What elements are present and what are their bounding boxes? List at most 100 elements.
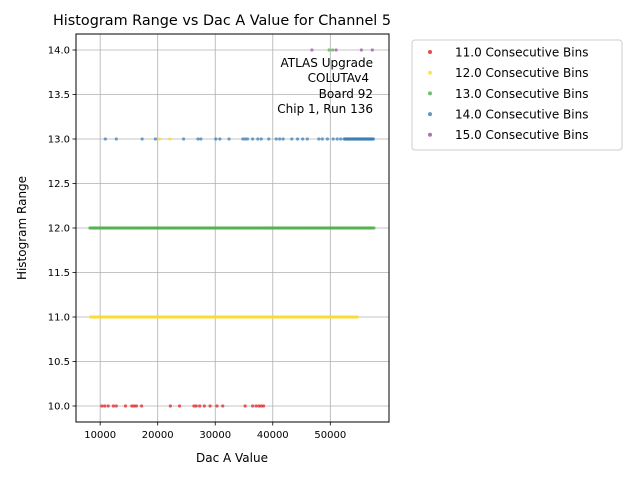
point-14-0-bins bbox=[153, 137, 158, 141]
point-11-0-bins bbox=[134, 404, 139, 408]
point-14-0-bins bbox=[371, 137, 376, 141]
annotation-line-4: Chip 1, Run 136 bbox=[277, 102, 373, 116]
point-11-0-bins bbox=[261, 404, 266, 408]
point-14-0-bins bbox=[196, 137, 200, 141]
point-13-0-bins bbox=[331, 48, 335, 52]
point-14-0-bins bbox=[243, 137, 247, 141]
point-11-0-bins bbox=[257, 404, 261, 408]
point-14-0-bins bbox=[227, 137, 231, 141]
legend-marker bbox=[428, 132, 432, 137]
legend-label: 14.0 Consecutive Bins bbox=[455, 108, 588, 122]
data-points bbox=[88, 48, 376, 408]
x-tick-label: 50000 bbox=[314, 430, 346, 441]
legend-frame bbox=[411, 39, 623, 151]
point-11-0-bins bbox=[168, 404, 172, 408]
point-15-0-bins bbox=[370, 48, 374, 52]
point-14-0-bins bbox=[218, 137, 222, 141]
point-11-0-bins bbox=[139, 404, 144, 408]
point-11-0-bins bbox=[111, 404, 115, 408]
y-tick-label: 10.0 bbox=[48, 402, 70, 413]
legend-marker bbox=[428, 91, 432, 96]
x-axis-label: Dac A Value bbox=[196, 451, 268, 465]
legend-label: 13.0 Consecutive Bins bbox=[455, 87, 588, 101]
point-11-0-bins bbox=[221, 404, 225, 408]
y-axis-label: Histogram Range bbox=[15, 176, 29, 280]
legend-marker bbox=[428, 112, 432, 117]
point-11-0-bins bbox=[114, 404, 118, 408]
legend-marker bbox=[428, 50, 432, 54]
legend-label: 11.0 Consecutive Bins bbox=[455, 45, 588, 59]
point-14-0-bins bbox=[140, 137, 144, 141]
point-14-0-bins bbox=[114, 137, 118, 141]
point-11-0-bins bbox=[103, 404, 107, 408]
point-11-0-bins bbox=[106, 404, 110, 408]
point-14-0-bins bbox=[181, 137, 186, 141]
legend: 11.0 Consecutive Bins 12.0 Consecutive Bi… bbox=[411, 39, 623, 151]
chart-title: Histogram Range vs Dac A Value for Chann… bbox=[53, 13, 391, 29]
y-tick-label: 13.0 bbox=[48, 135, 70, 146]
point-14-0-bins bbox=[199, 137, 203, 141]
point-14-0-bins bbox=[301, 137, 305, 141]
point-13-0-bins bbox=[372, 226, 376, 230]
point-14-0-bins bbox=[267, 137, 271, 141]
y-tick-label: 14.0 bbox=[48, 46, 70, 57]
y-tick-label: 11.5 bbox=[48, 268, 70, 279]
point-11-0-bins bbox=[123, 404, 128, 408]
point-11-0-bins bbox=[259, 404, 263, 408]
legend-marker bbox=[428, 70, 432, 75]
point-14-0-bins bbox=[103, 137, 107, 141]
x-tick-label: 10000 bbox=[84, 430, 116, 441]
point-12-0-bins bbox=[355, 315, 359, 319]
point-14-0-bins bbox=[256, 137, 260, 141]
point-14-0-bins bbox=[320, 137, 324, 141]
point-14-0-bins bbox=[274, 137, 278, 141]
point-12-0-bins bbox=[168, 137, 172, 141]
point-11-0-bins bbox=[198, 404, 202, 408]
point-14-0-bins bbox=[290, 137, 294, 141]
annotation-line-2: COLUTAv4 bbox=[308, 71, 369, 85]
point-14-0-bins bbox=[325, 137, 330, 141]
point-14-0-bins bbox=[251, 137, 255, 141]
legend-items: 11.0 Consecutive Bins 12.0 Consecutive Bi… bbox=[428, 45, 588, 142]
point-14-0-bins bbox=[331, 137, 335, 141]
point-14-0-bins bbox=[335, 137, 339, 141]
point-11-0-bins bbox=[100, 404, 104, 408]
point-11-0-bins bbox=[132, 404, 136, 408]
point-12-0-bins bbox=[157, 137, 162, 141]
point-14-0-bins bbox=[259, 137, 263, 141]
annotation-line-1: ATLAS Upgrade bbox=[280, 56, 373, 70]
x-tick-label: 30000 bbox=[199, 430, 231, 441]
point-11-0-bins bbox=[254, 404, 258, 408]
point-14-0-bins bbox=[245, 137, 250, 141]
x-axis-ticks: 10000 20000 30000 40000 50000 bbox=[84, 422, 346, 441]
y-tick-label: 13.5 bbox=[48, 90, 70, 101]
point-11-0-bins bbox=[215, 404, 219, 408]
point-11-0-bins bbox=[243, 404, 247, 408]
x-tick-label: 20000 bbox=[142, 430, 174, 441]
y-tick-label: 12.5 bbox=[48, 179, 70, 190]
y-tick-label: 10.5 bbox=[48, 357, 70, 368]
point-14-0-bins bbox=[317, 137, 321, 141]
point-14-0-bins bbox=[305, 137, 309, 141]
y-tick-label: 11.0 bbox=[48, 313, 70, 324]
annotation-line-3: Board 92 bbox=[319, 87, 373, 101]
point-14-0-bins bbox=[281, 137, 285, 141]
point-11-0-bins bbox=[192, 404, 196, 408]
legend-label: 12.0 Consecutive Bins bbox=[455, 66, 588, 80]
point-14-0-bins bbox=[214, 137, 218, 141]
chart-annotation: ATLAS Upgrade COLUTAv4 Board 92 Chip 1, … bbox=[277, 56, 373, 116]
point-11-0-bins bbox=[251, 404, 255, 408]
point-14-0-bins bbox=[241, 137, 245, 141]
point-11-0-bins bbox=[208, 404, 212, 408]
y-axis-ticks: 10.0 10.5 11.0 11.5 12.0 12.5 13.0 13.5 14.0 bbox=[48, 46, 76, 413]
point-11-0-bins bbox=[130, 404, 134, 408]
point-15-0-bins bbox=[310, 48, 314, 52]
y-tick-label: 12.0 bbox=[48, 224, 70, 235]
point-15-0-bins bbox=[359, 48, 363, 52]
point-14-0-bins bbox=[295, 137, 300, 141]
point-11-0-bins bbox=[194, 404, 198, 408]
legend-label: 15.0 Consecutive Bins bbox=[455, 128, 588, 142]
point-11-0-bins bbox=[177, 404, 182, 408]
x-tick-label: 40000 bbox=[257, 430, 289, 441]
